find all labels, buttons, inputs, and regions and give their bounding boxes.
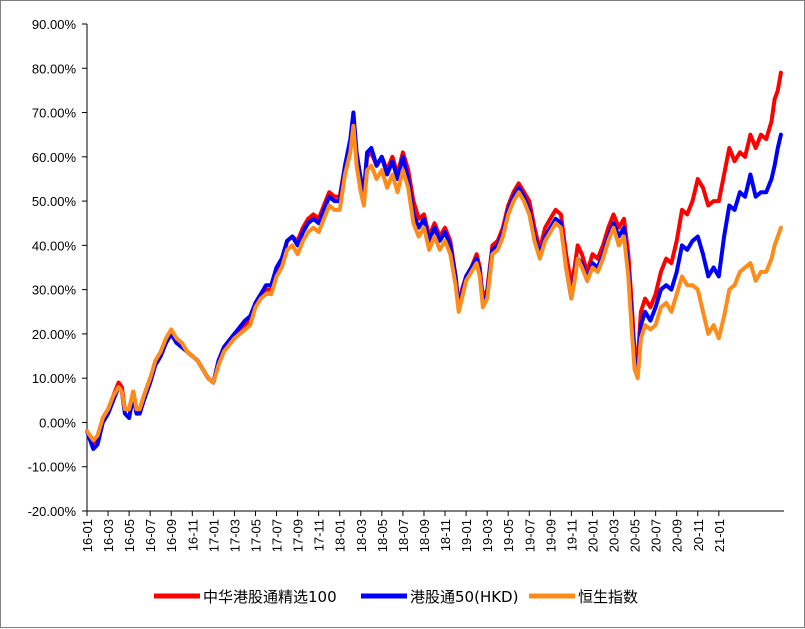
legend-label-1: 港股通50(HKD) <box>410 588 518 606</box>
y-tick-label: 60.00% <box>32 150 77 165</box>
y-tick-label: -10.00% <box>28 460 77 475</box>
y-tick-label: 10.00% <box>32 371 77 386</box>
y-tick-label: 80.00% <box>32 61 77 76</box>
x-tick-label: 16-07 <box>143 519 158 552</box>
x-tick-label: 18-09 <box>417 519 432 552</box>
x-tick-label: 17-07 <box>270 519 285 552</box>
y-tick-label: 20.00% <box>32 327 77 342</box>
x-tick-label: 19-03 <box>480 519 495 552</box>
x-tick-label: 18-07 <box>396 519 411 552</box>
x-tick-label: 16-03 <box>101 519 116 552</box>
x-tick-label: 16-01 <box>80 519 95 552</box>
x-tick-label: 16-11 <box>185 519 200 551</box>
x-tick-label: 18-05 <box>375 519 390 552</box>
y-tick-label: 50.00% <box>32 194 77 209</box>
axes: -20.00% -10.00% 0.00% 10.00% 20.00% 30.00% 40.… <box>28 17 784 552</box>
x-tick-label: 20-09 <box>670 519 685 552</box>
x-tick-label: 17-11 <box>312 519 327 551</box>
x-tick-label: 19-07 <box>522 519 537 552</box>
y-tick-label: 70.00% <box>32 106 77 121</box>
x-tick-label: 20-11 <box>691 519 706 551</box>
series-line-1 <box>85 110 783 451</box>
series-line-0 <box>85 70 783 447</box>
x-tick-label: 20-03 <box>607 519 622 552</box>
x-tick-label: 17-09 <box>291 519 306 552</box>
y-tick-label: 0.00% <box>39 415 76 430</box>
x-tick-label: 19-11 <box>564 519 579 551</box>
y-tick-label: 30.00% <box>32 283 77 298</box>
x-tick-label: 16-05 <box>122 519 137 552</box>
x-tick-label: 18-01 <box>333 519 348 552</box>
x-tick-label: 19-01 <box>459 519 474 552</box>
legend-label-2: 恒生指数 <box>578 588 638 606</box>
x-tick-label: 18-11 <box>438 519 453 551</box>
legend: 中华港股通精选100 港股通50(HKD) 恒生指数 <box>154 588 638 606</box>
x-tick-label: 21-01 <box>712 519 727 552</box>
legend-label-0: 中华港股通精选100 <box>203 588 337 606</box>
x-tick-label: 17-03 <box>227 519 242 552</box>
y-tick-label: -20.00% <box>28 504 77 519</box>
series-line-2 <box>85 123 783 443</box>
y-tick-label: 90.00% <box>32 17 77 32</box>
x-tick-label: 16-09 <box>164 519 179 552</box>
x-tick-label: 18-03 <box>354 519 369 552</box>
x-tick-label: 20-01 <box>585 519 600 552</box>
x-tick-label: 19-05 <box>501 519 516 552</box>
x-tick-label: 17-05 <box>248 519 263 552</box>
x-tick-label: 20-07 <box>649 519 664 552</box>
series-layer <box>85 70 783 451</box>
x-tick-label: 19-09 <box>543 519 558 552</box>
x-tick-label: 17-01 <box>206 519 221 552</box>
y-tick-label: 40.00% <box>32 238 77 253</box>
x-tick-label: 20-05 <box>628 519 643 552</box>
